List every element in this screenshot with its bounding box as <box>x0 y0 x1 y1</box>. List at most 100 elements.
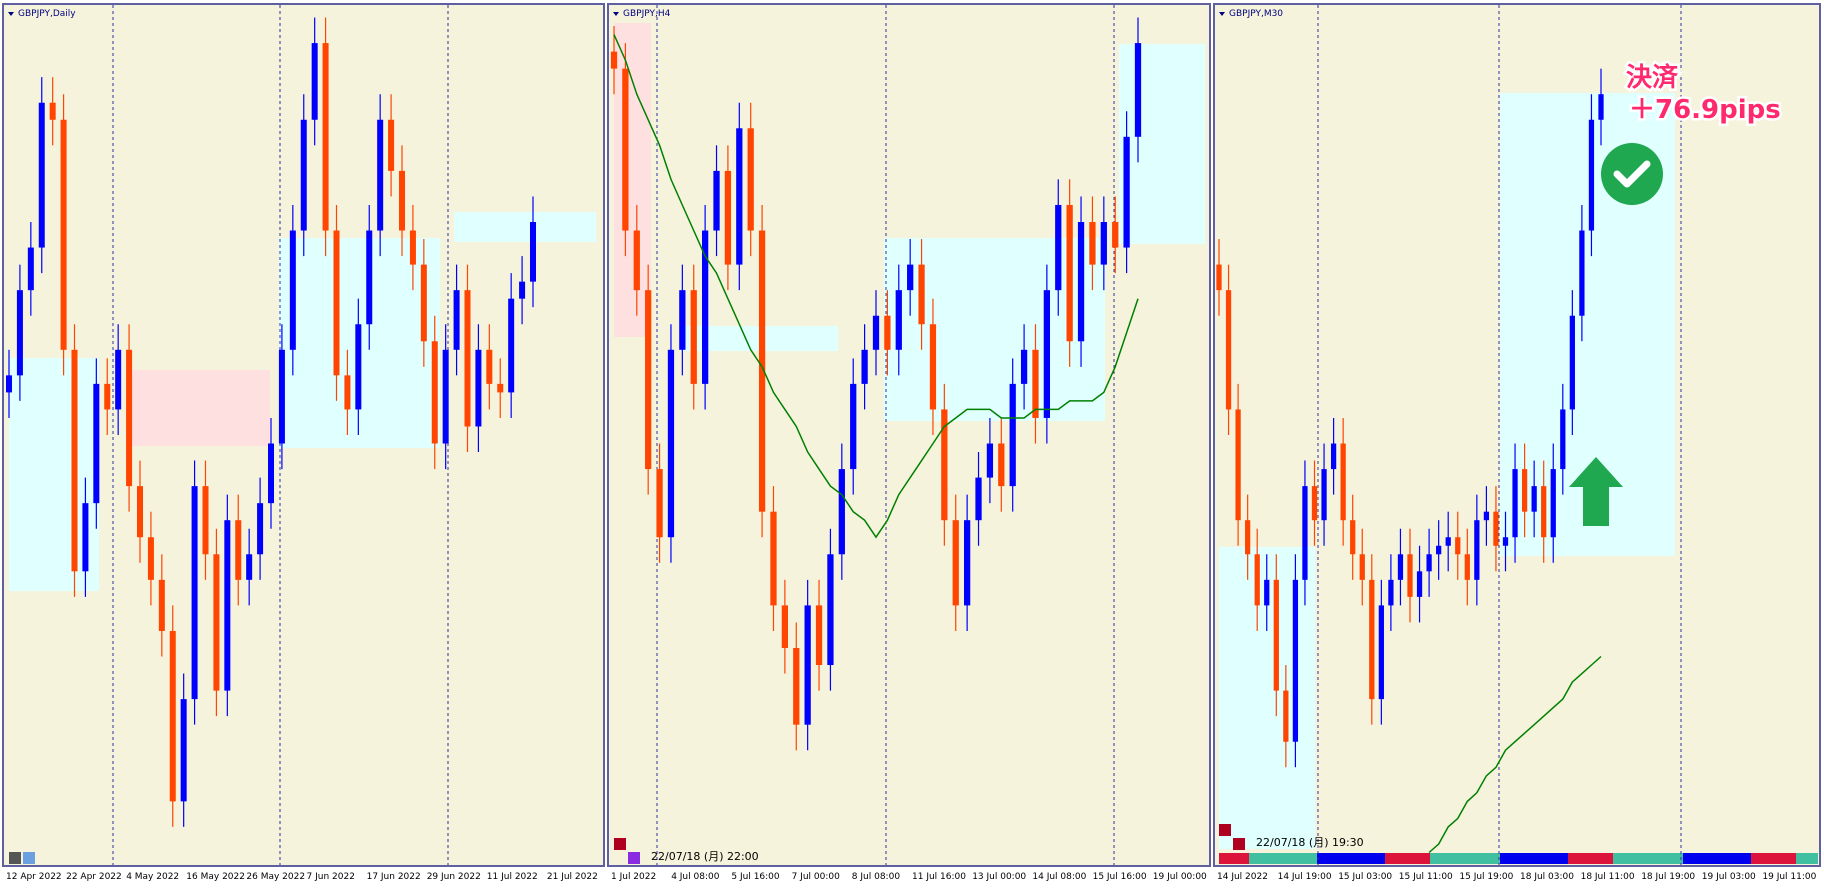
icon <box>9 852 21 864</box>
candle-body <box>71 349 78 572</box>
candle-body <box>610 51 618 69</box>
x-tick-label: 15 Jul 16:00 <box>1093 872 1147 882</box>
candle-body <box>1235 409 1241 521</box>
x-tick-label: 7 Jul 00:00 <box>792 872 841 882</box>
x-tick-label: 11 Jul 16:00 <box>912 872 966 882</box>
candle-body <box>804 605 811 725</box>
annotation: 決済 <box>1626 62 1679 93</box>
candle-body <box>724 170 732 265</box>
candle-body <box>431 341 438 444</box>
session <box>1613 853 1683 864</box>
candle-body <box>1340 443 1346 521</box>
candle-body <box>191 486 198 700</box>
candle-body <box>224 520 231 691</box>
candle-body <box>1483 511 1490 521</box>
candle-body <box>679 290 686 350</box>
candle-body <box>793 648 800 725</box>
candle-body <box>1245 520 1251 555</box>
candle-body <box>377 119 384 231</box>
candle-body <box>104 383 111 410</box>
timestamp: 22/07/18 (月) 22:00 <box>651 850 759 863</box>
candle-body <box>975 477 982 521</box>
candle-body <box>963 520 971 606</box>
candle-body <box>1474 520 1480 580</box>
candle-body <box>126 349 133 487</box>
candle-body <box>1123 136 1130 248</box>
candle-body <box>442 349 449 444</box>
panel-border <box>2 3 605 867</box>
candle-body <box>713 170 720 231</box>
x-tick-label: 1 Jul 2022 <box>611 872 656 882</box>
candle-body <box>838 469 845 555</box>
candle-body <box>656 469 663 538</box>
candle-body <box>1077 222 1085 342</box>
candle-body <box>884 315 891 350</box>
candle-body <box>93 383 100 504</box>
candle-body <box>1512 469 1518 538</box>
candle-body <box>115 349 122 410</box>
session <box>1430 853 1500 864</box>
candle-body <box>475 349 482 427</box>
candle-body <box>147 537 154 580</box>
candle-body <box>1531 486 1537 512</box>
chart-title: GBPJPY,H4 <box>623 9 671 19</box>
session <box>1385 853 1430 864</box>
candle-body <box>464 290 471 427</box>
panel-bg <box>608 4 1210 866</box>
candle-body <box>1502 537 1509 546</box>
candle-body <box>827 554 834 666</box>
candle-body <box>1089 222 1096 265</box>
candle-body <box>1350 520 1356 555</box>
candle-body <box>747 128 754 231</box>
candle-body <box>257 503 264 555</box>
x-tick-label: 19 Jul 11:00 <box>1762 872 1816 882</box>
x-tick-label: 13 Jul 00:00 <box>972 872 1026 882</box>
x-tick-label: 4 Jul 08:00 <box>671 872 720 882</box>
candle-body <box>1493 511 1499 546</box>
candle-body <box>1264 579 1270 606</box>
zone <box>454 212 596 242</box>
session <box>1219 853 1249 864</box>
candle-body <box>1378 605 1384 700</box>
x-tick-label: 14 Jul 2022 <box>1217 872 1268 882</box>
x-tick-label: 22 Apr 2022 <box>66 872 122 882</box>
candle-body <box>169 630 176 802</box>
candle-body <box>1066 204 1073 342</box>
title-triangle <box>613 12 619 16</box>
candle-body <box>815 605 823 666</box>
candle-body <box>158 579 165 631</box>
candle-body <box>60 119 67 350</box>
candle-body <box>1100 222 1107 265</box>
candle-body <box>918 264 925 325</box>
x-tick-label: 19 Jul 00:00 <box>1153 872 1207 882</box>
candle-body <box>667 349 675 538</box>
icon <box>614 838 626 850</box>
x-tick-label: 15 Jul 11:00 <box>1399 872 1453 882</box>
candle-body <box>701 230 709 384</box>
candle-body <box>1569 315 1575 410</box>
candle-body <box>300 119 307 231</box>
up-arrow <box>1569 457 1623 526</box>
borders <box>2 3 1821 867</box>
candle-body <box>1397 554 1404 580</box>
candle-body <box>420 264 427 342</box>
session <box>1249 853 1317 864</box>
x-tick-label: 12 Apr 2022 <box>6 872 62 882</box>
candle-body <box>409 230 416 265</box>
session <box>1683 853 1751 864</box>
check-icon <box>1613 160 1651 188</box>
title-triangle <box>8 12 14 16</box>
zones <box>3 4 1820 866</box>
candle-body <box>1112 222 1119 248</box>
candle-body <box>1407 554 1413 597</box>
x-tick-label: 17 Jun 2022 <box>367 872 421 882</box>
candle-body <box>1254 554 1260 606</box>
candle-body <box>366 230 373 325</box>
check-badge <box>1601 143 1663 205</box>
candle-body <box>1330 443 1337 470</box>
candle-body <box>861 349 868 384</box>
candle-body <box>952 520 959 606</box>
candle-body <box>1521 469 1528 512</box>
candle-body <box>1216 264 1222 291</box>
